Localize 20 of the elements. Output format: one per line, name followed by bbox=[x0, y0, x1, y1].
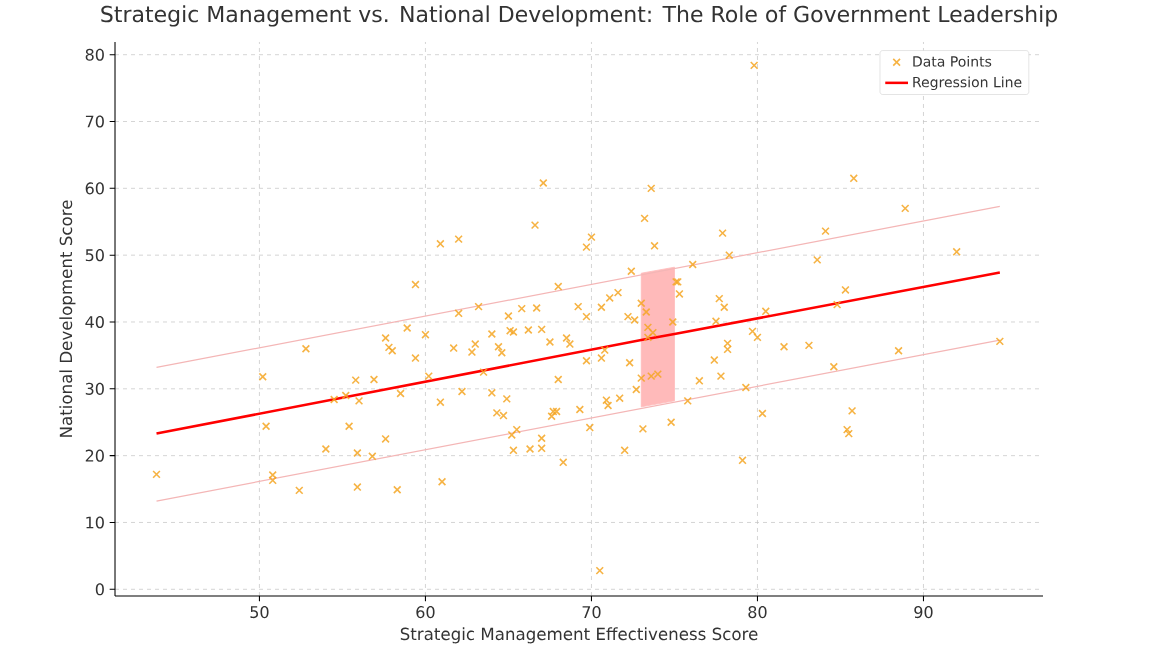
x-tick-label: 60 bbox=[416, 606, 435, 619]
x-tick-label: 70 bbox=[582, 606, 601, 619]
y-tick-label: 10 bbox=[86, 516, 104, 529]
x-tick-label: 90 bbox=[914, 606, 933, 619]
y-axis-title: National Development Score bbox=[59, 200, 76, 437]
y-tick-label: 50 bbox=[85, 249, 104, 262]
line-series bbox=[155, 271, 1002, 435]
x-tick-label: 50 bbox=[250, 606, 269, 619]
y-tick-label: 20 bbox=[85, 449, 104, 462]
y-tick-label: 60 bbox=[85, 182, 104, 195]
legend-label: Data Points bbox=[913, 55, 992, 67]
chart-title: Strategic Management vs. National Development: The Role of Government Leadership bbox=[101, 5, 1057, 27]
y-tick-label: 0 bbox=[95, 583, 104, 596]
x-tick-label: 80 bbox=[748, 606, 767, 619]
legend-label: Regression Line bbox=[913, 76, 1022, 91]
y-tick-label: 70 bbox=[85, 115, 104, 128]
y-tick-label: 40 bbox=[85, 315, 104, 329]
y-tick-label: 30 bbox=[85, 382, 104, 395]
y-tick-label: 80 bbox=[85, 48, 104, 61]
x-axis-title: Strategic Management Effectiveness Score bbox=[400, 627, 758, 644]
